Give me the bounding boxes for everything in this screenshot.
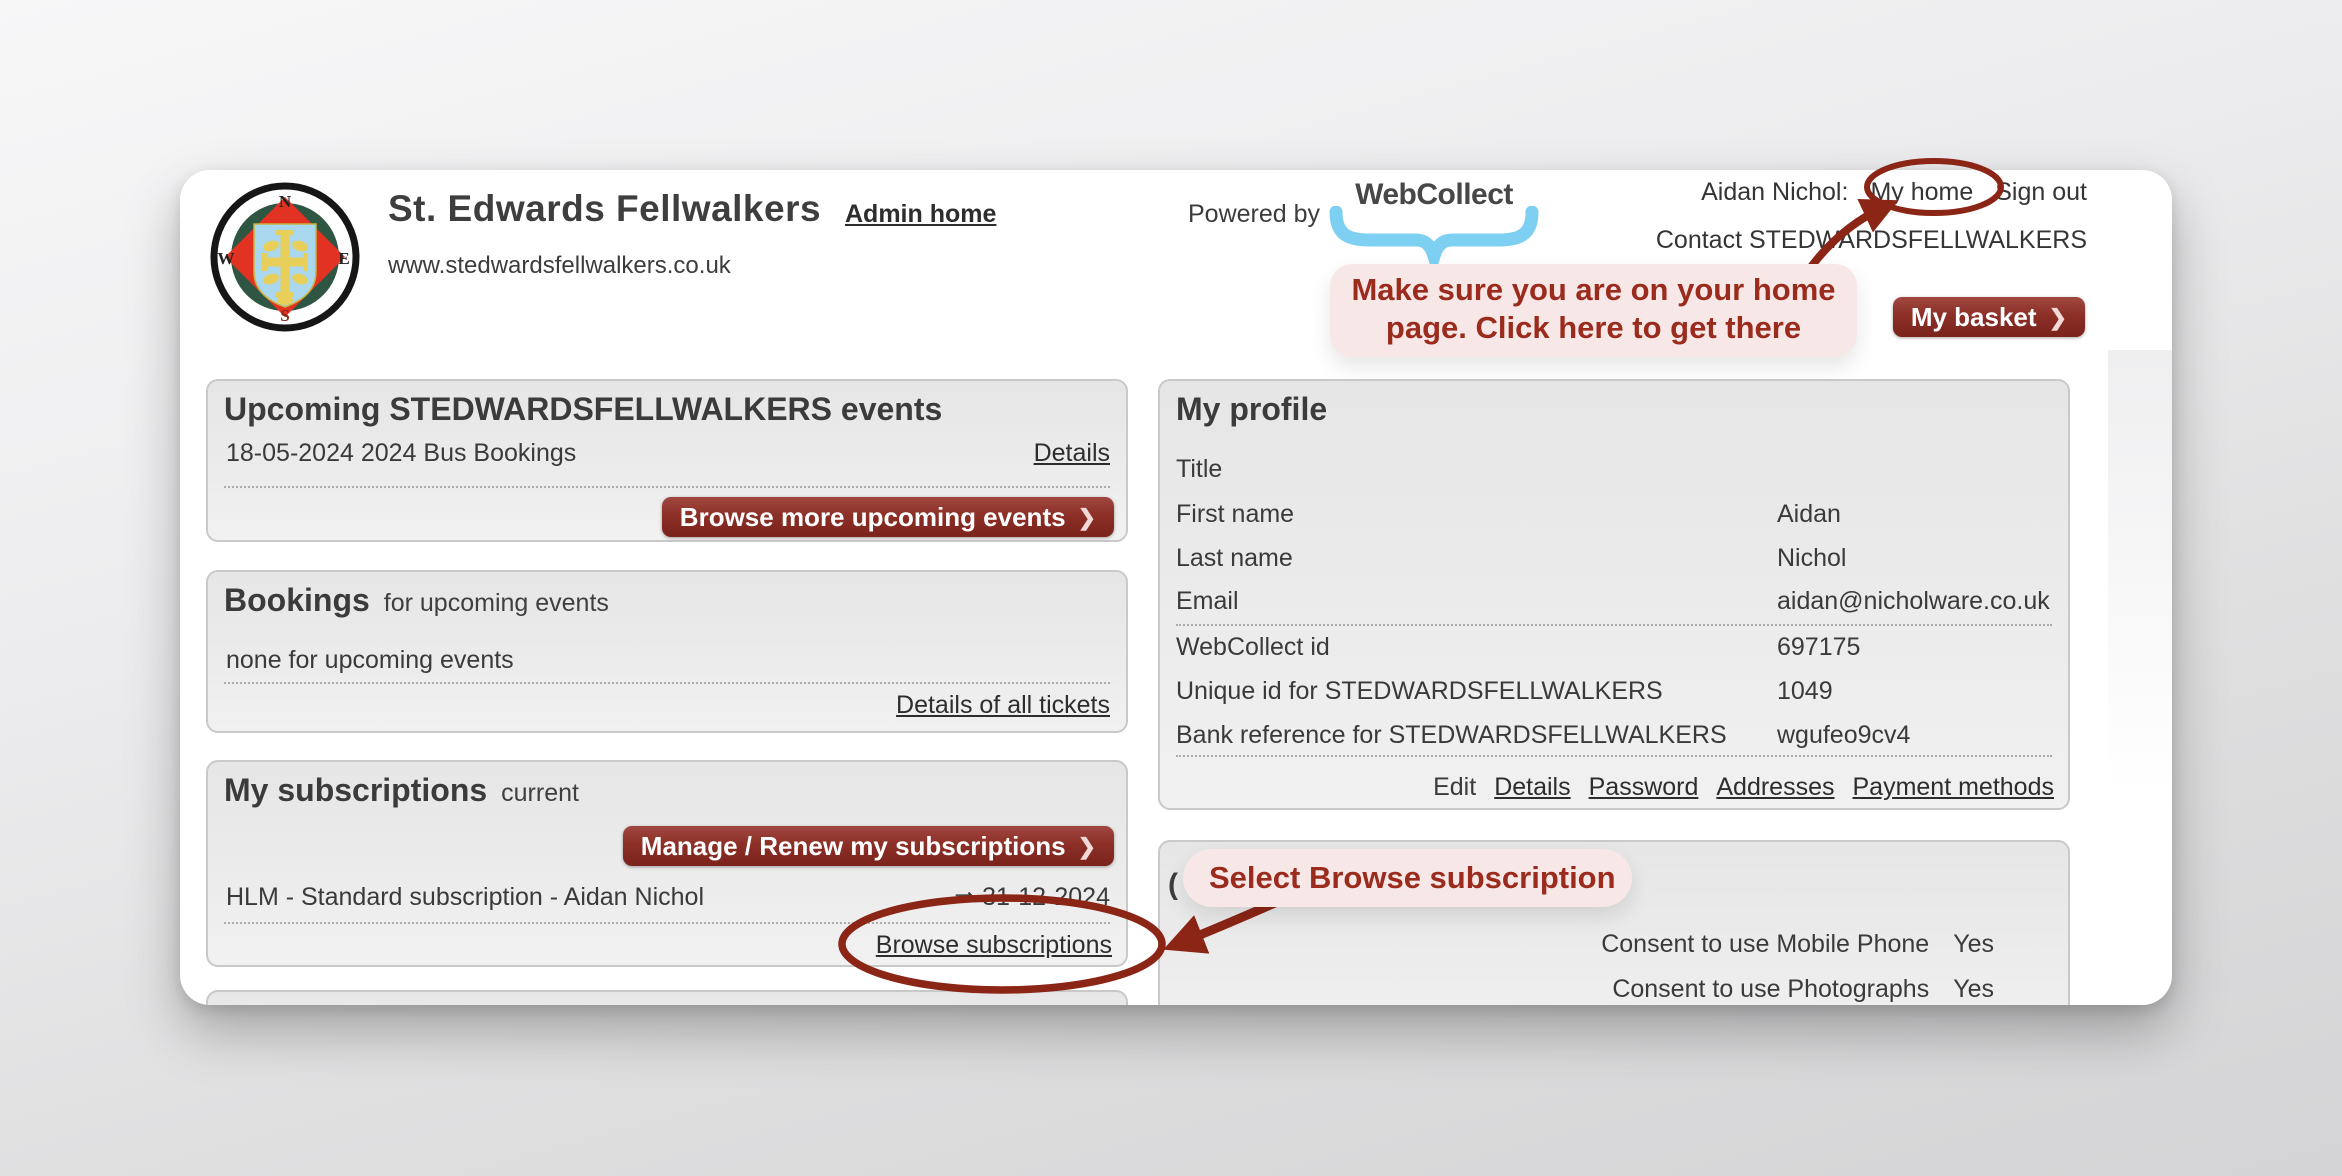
profile-value: Aidan — [1777, 500, 1841, 528]
profile-label: Title — [1176, 455, 1223, 483]
consents-heading-fragment: ( — [1168, 868, 1178, 901]
subscription-text: HLM - Standard subscription - Aidan Nich… — [226, 883, 705, 911]
profile-label: WebCollect id — [1176, 633, 1330, 661]
profile-label: First name — [1176, 500, 1295, 528]
profile-row: WebCollect id 697175 — [1176, 633, 2052, 667]
divider — [1176, 755, 2052, 757]
divider — [224, 922, 1110, 924]
profile-edit-links: Edit Details Password Addresses Payment … — [1433, 773, 2054, 802]
profile-row: Email aidan@nicholware.co.uk — [1176, 587, 2052, 621]
profile-panel-title: My profile — [1176, 391, 1328, 427]
admin-home-link[interactable]: Admin home — [845, 200, 997, 228]
contact-link[interactable]: Contact STEDWARDSFELLWALKERS — [1655, 226, 2087, 254]
home-callout-line2: page. Click here to get there — [1385, 310, 1802, 346]
profile-row: Last name Nichol — [1176, 544, 2052, 578]
compass-w: W — [218, 249, 235, 268]
profile-label: Email — [1176, 587, 1239, 615]
consent-row: Consent to use Mobile Phone Yes — [1176, 930, 1994, 959]
webcollect-logo: WebCollect — [1326, 178, 1542, 279]
profile-row: Unique id for STEDWARDSFELLWALKERS 1049 — [1176, 677, 2052, 711]
browse-subscriptions-link[interactable]: Browse subscriptions — [875, 931, 1112, 959]
divider — [224, 682, 1110, 684]
subscriptions-panel: My subscriptions current Manage / Renew … — [206, 760, 1128, 967]
details-all-tickets-link[interactable]: Details of all tickets — [896, 691, 1110, 719]
browse-upcoming-events-label: Browse more upcoming events — [679, 501, 1066, 532]
my-home-link[interactable]: My home — [1870, 178, 1974, 206]
consent-value: Yes — [1953, 930, 1994, 958]
browse-callout-text: Select Browse subscription — [1209, 860, 1616, 895]
chevron-right-icon: ❯ — [1077, 834, 1096, 859]
compass-n: N — [279, 192, 292, 211]
bookings-empty-text: none for upcoming events — [226, 646, 514, 674]
profile-value: Nichol — [1777, 544, 1847, 572]
consent-row: Consent to use Photographs Yes — [1176, 975, 1994, 1004]
consent-label: Consent to use Photographs — [1612, 975, 1930, 1003]
my-profile-panel: My profile Title First name Aidan Last n… — [1158, 379, 2070, 810]
consent-value: Yes — [1953, 975, 1994, 1003]
profile-value: 1049 — [1777, 677, 1833, 705]
user-name: Aidan Nichol: — [1701, 178, 1849, 206]
subscription-until: ⇒ 31-12-2024 — [954, 883, 1110, 911]
compass-s: S — [280, 306, 289, 325]
manage-renew-subscriptions-button[interactable]: Manage / Renew my subscriptions ❯ — [622, 826, 1114, 866]
event-details-link[interactable]: Details — [1033, 439, 1110, 467]
subscriptions-panel-subtitle: current — [501, 779, 579, 807]
browse-callout-bubble: Select Browse subscription — [1183, 849, 1632, 907]
my-basket-label: My basket — [1910, 301, 2037, 332]
manage-renew-label: Manage / Renew my subscriptions — [640, 830, 1066, 861]
webcollect-page: N E S W St. Edwards Fellwalkers Admin ho… — [180, 170, 2172, 1005]
subscriptions-panel-title: My subscriptions — [224, 772, 488, 808]
org-title: St. Edwards Fellwalkers — [388, 188, 822, 229]
subscription-row: HLM - Standard subscription - Aidan Nich… — [226, 882, 1110, 912]
consents-panel: ( Consent to use Mobile Phone Yes Consen… — [1158, 840, 2070, 1005]
divider — [224, 486, 1110, 488]
home-callout-line1: Make sure you are on your home — [1351, 272, 1836, 307]
home-callout-bubble: Make sure you are on your home page. Cli… — [1330, 264, 1857, 357]
profile-row: Bank reference for STEDWARDSFELLWALKERS … — [1176, 721, 2052, 755]
sign-out-link[interactable]: Sign out — [1995, 178, 2087, 206]
edit-payment-methods-link[interactable]: Payment methods — [1852, 773, 2055, 801]
profile-row: First name Aidan — [1176, 500, 2052, 534]
site-url: www.stedwardsfellwalkers.co.uk — [388, 252, 731, 279]
edit-addresses-link[interactable]: Addresses — [1716, 773, 1835, 801]
club-logo: N E S W — [210, 182, 360, 332]
chevron-right-icon: ❯ — [1077, 505, 1096, 530]
edit-password-link[interactable]: Password — [1588, 773, 1699, 801]
browse-upcoming-events-button[interactable]: Browse more upcoming events ❯ — [661, 497, 1114, 537]
upcoming-events-panel: Upcoming STEDWARDSFELLWALKERS events 18-… — [206, 379, 1128, 542]
next-panel-stub — [206, 990, 1128, 1005]
my-basket-button[interactable]: My basket ❯ — [1892, 297, 2085, 337]
profile-label: Last name — [1176, 544, 1293, 572]
profile-value: wgufeo9cv4 — [1777, 721, 1911, 749]
bookings-panel: Bookings for upcoming events none for up… — [206, 570, 1128, 733]
bookings-panel-title: Bookings — [224, 582, 370, 618]
divider — [1176, 624, 2052, 626]
bookings-panel-subtitle: for upcoming events — [383, 589, 609, 617]
powered-by-label: Powered by — [1188, 200, 1321, 228]
events-panel-title: Upcoming STEDWARDSFELLWALKERS events — [224, 391, 943, 427]
webcollect-brace-icon — [1329, 205, 1539, 279]
profile-row: Title — [1176, 455, 2052, 489]
profile-value: 697175 — [1777, 633, 1861, 661]
event-row: 18-05-2024 2024 Bus Bookings Details — [226, 439, 1110, 468]
compass-e: E — [338, 249, 349, 268]
page-header: N E S W St. Edwards Fellwalkers Admin ho… — [180, 170, 2172, 350]
webcollect-wordmark: WebCollect — [1355, 178, 1513, 211]
profile-value: aidan@nicholware.co.uk — [1777, 587, 2050, 615]
chevron-right-icon: ❯ — [2048, 305, 2067, 330]
user-session-bar: Aidan Nichol: My home Sign out — [1701, 178, 2087, 207]
profile-label: Bank reference for STEDWARDSFELLWALKERS — [1176, 721, 1727, 749]
profile-label: Unique id for STEDWARDSFELLWALKERS — [1176, 677, 1663, 705]
edit-details-link[interactable]: Details — [1494, 773, 1571, 801]
event-text: 18-05-2024 2024 Bus Bookings — [226, 439, 577, 467]
edit-label: Edit — [1433, 773, 1477, 801]
consent-label: Consent to use Mobile Phone — [1601, 930, 1930, 958]
